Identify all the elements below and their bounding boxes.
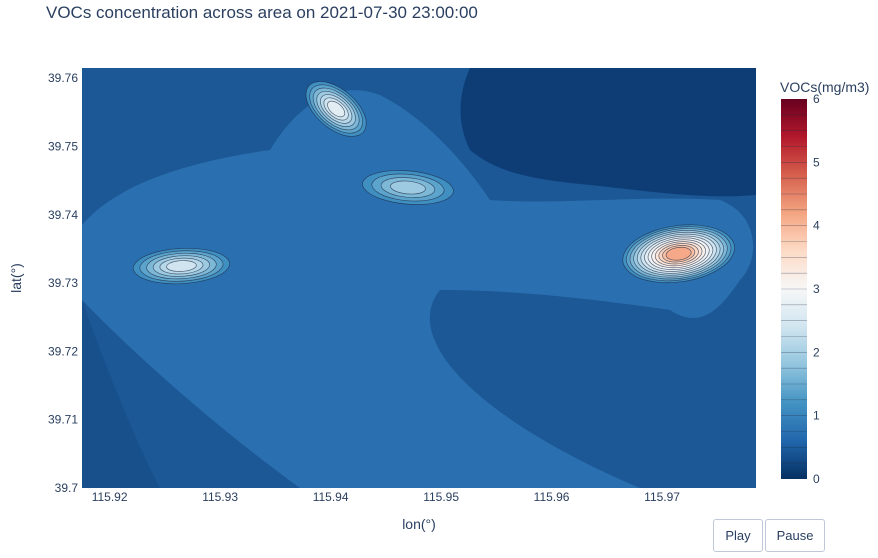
contour-level-2-5 [166,260,197,272]
pause-button[interactable]: Pause [765,519,825,552]
colorbar-title: VOCs(mg/m3) [780,79,869,95]
colorbar-tick-label: 5 [813,155,820,169]
colorbar-tick-label: 1 [813,409,820,423]
colorbar-tick-label: 4 [813,219,820,233]
contour-level-1 [82,90,753,488]
x-tick-label: 115.94 [313,490,349,504]
contour-level-0-12 [665,246,692,261]
colorbar-level-lines [781,114,807,464]
colorbar-bar [781,99,807,479]
x-tick-label: 115.96 [534,490,570,504]
y-tick-label: 39.73 [48,276,78,290]
y-tick-label: 39.72 [48,344,78,358]
colorbar-tick-label: 0 [813,472,820,486]
colorbar-tick-label: 6 [813,92,820,106]
x-tick-label: 115.95 [423,490,459,504]
colorbar-ticks: 0 1 2 3 4 5 6 [813,92,820,486]
contour-level-1-6 [327,100,346,118]
y-tick-label: 39.71 [48,413,78,427]
plot-area [82,68,756,488]
contour-low-region [460,68,756,197]
y-tick-label: 39.7 [55,481,79,495]
x-axis-ticks: 115.92 115.93 115.94 115.95 115.96 115.97 [92,490,681,504]
x-axis-title: lon(°) [402,516,436,532]
contour-layer [82,68,756,488]
y-tick-label: 39.76 [48,71,78,85]
colorbar-tick-label: 2 [813,345,820,359]
x-tick-label: 115.92 [92,490,128,504]
y-tick-label: 39.75 [48,140,78,154]
colorbar: VOCs(mg/m3) 0 1 2 3 4 5 6 [780,79,869,486]
contour-level-3-3 [390,180,426,195]
chart-title: VOCs concentration across area on 2021-0… [46,3,478,22]
y-tick-label: 39.74 [48,208,78,222]
colorbar-tick-label: 3 [813,282,820,296]
x-tick-label: 115.97 [644,490,680,504]
x-tick-label: 115.93 [202,490,238,504]
contour-low-region [82,300,160,488]
y-axis-ticks: 39.7 39.71 39.72 39.73 39.74 39.75 39.76 [48,71,78,495]
play-button[interactable]: Play [713,519,763,552]
y-axis-title: lat(°) [8,263,24,293]
